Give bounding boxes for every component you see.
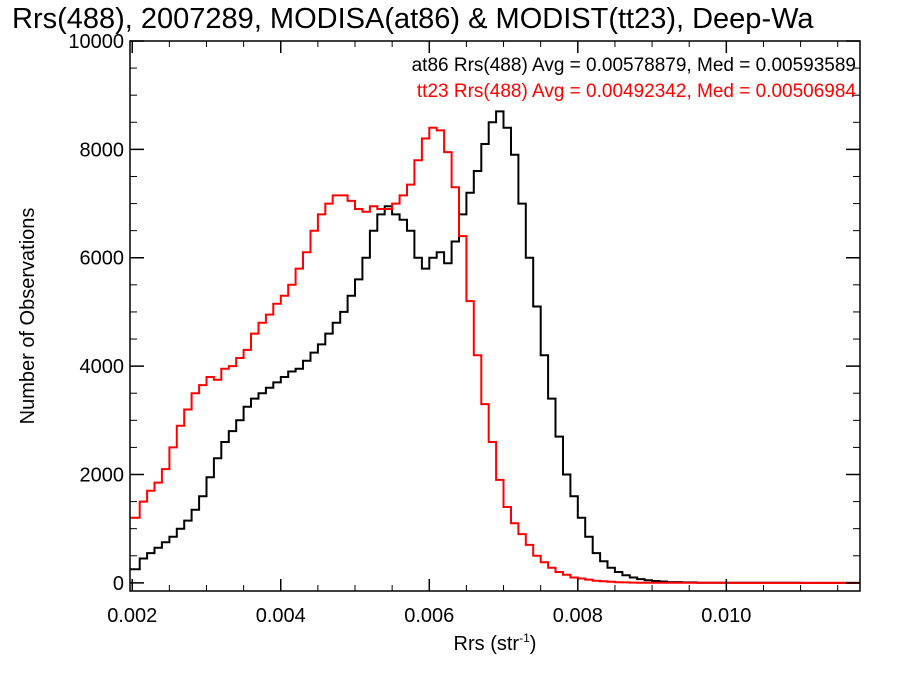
x-tick-label: 0.002 <box>107 605 157 627</box>
x-tick-label: 0.004 <box>256 605 306 627</box>
legend-entry-tt23: tt23 Rrs(488) Avg = 0.00492342, Med = 0.… <box>417 81 857 102</box>
x-tick-label: 0.010 <box>701 605 751 627</box>
x-axis-label: Rrs (str-1) <box>454 631 537 655</box>
y-tick-label: 6000 <box>80 248 125 270</box>
y-tick-label: 4000 <box>80 356 125 378</box>
x-tick-label: 0.006 <box>404 605 454 627</box>
x-tick-label: 0.008 <box>553 605 603 627</box>
legend-entry-at86: at86 Rrs(488) Avg = 0.00578879, Med = 0.… <box>412 55 856 76</box>
plot-frame <box>129 40 861 592</box>
chart-title: Rrs(488), 2007289, MODISA(at86) & MODIST… <box>12 3 814 35</box>
y-tick-label: 0 <box>113 573 124 595</box>
series-line-tt23 <box>130 126 860 584</box>
series-line-at86 <box>130 110 860 584</box>
y-axis-label: Number of Observations <box>17 208 39 425</box>
y-tick-label: 2000 <box>80 464 125 486</box>
y-tick-label: 8000 <box>80 139 125 161</box>
x-axis-label-close: ) <box>530 633 537 655</box>
x-axis-label-main: Rrs (str <box>454 633 520 655</box>
x-axis-label-superscript: -1 <box>519 631 530 645</box>
y-tick-label: 10000 <box>68 31 124 53</box>
